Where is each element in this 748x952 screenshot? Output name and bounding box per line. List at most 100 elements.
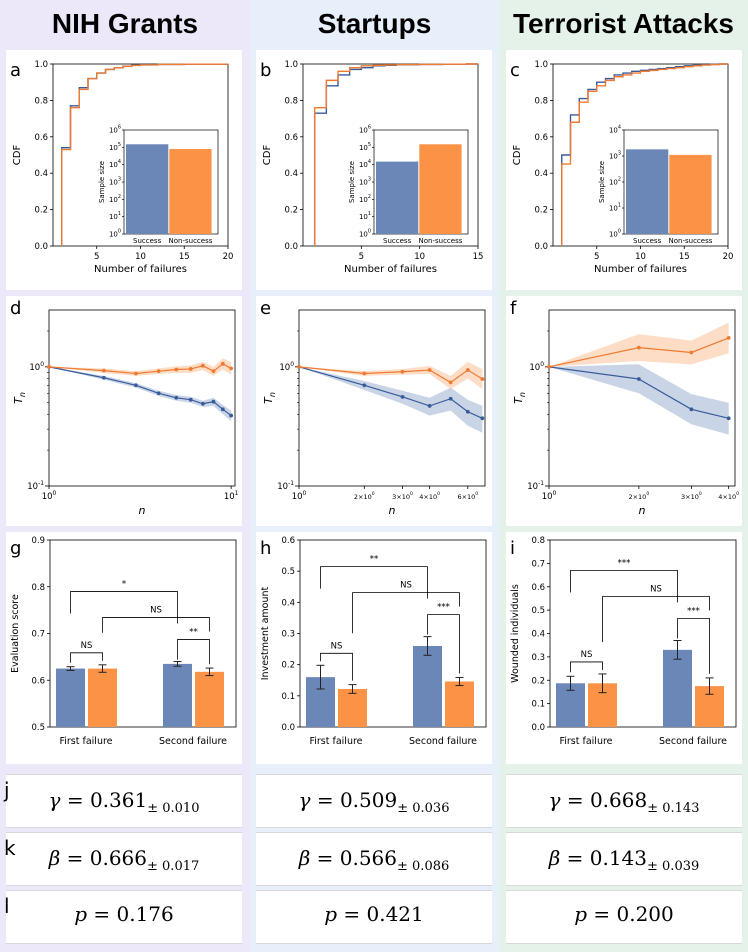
bar-success (413, 645, 442, 727)
cdf-series-nonsuccess (313, 63, 478, 246)
tn-point-nonsuccess (448, 380, 453, 385)
cdf-ytick-label: 0.0 (284, 242, 298, 252)
inset-category-label: Non-success (419, 237, 463, 245)
tn-point-nonsuccess (201, 363, 205, 368)
tn-ytick-label: 10-1 (277, 480, 294, 492)
bar-ytick-label: 0.3 (281, 630, 295, 640)
tn-point-nonsuccess (211, 369, 216, 374)
p-value-terrorist: p = 0.200 (574, 902, 674, 926)
tn-ytick-label: 10-1 (27, 480, 44, 492)
inset-ytick-label: 105 (109, 142, 121, 152)
sig-bracket-nonsuccess-label: NS (400, 581, 412, 591)
tn-point-nonsuccess (362, 371, 367, 376)
tn-point-success (362, 383, 367, 388)
cdf-series-nonsuccess (61, 63, 229, 246)
sig-bracket-nonsuccess-label: NS (650, 585, 662, 595)
tn-point-nonsuccess (636, 345, 641, 350)
inset-ytick-label: 100 (109, 229, 121, 239)
inset-ytick-label: 102 (359, 194, 371, 204)
cdf-xtick-label: 5 (359, 252, 364, 262)
panel-label-c: c (510, 60, 520, 81)
tn-ytick-label: 100 (29, 361, 44, 373)
inset-category-label: Success (633, 237, 662, 245)
cdf-xtick-label: 15 (473, 252, 484, 262)
tn-line-nonsuccess (548, 337, 729, 368)
inset-ylabel: Sample size (348, 161, 356, 203)
tn-xtick-label: 100 (292, 490, 307, 502)
cdf-ytick-label: 1.0 (284, 60, 298, 70)
inset-category-label: Success (383, 237, 412, 245)
row-label-k: k (4, 836, 16, 860)
inset-bar-success (126, 144, 169, 234)
gamma-row-box-nih (6, 774, 242, 828)
cdf-xtick-label: 5 (94, 252, 99, 262)
tn-point-nonsuccess (547, 364, 551, 369)
cdf-xlabel: Number of failures (344, 264, 437, 275)
cdf-ytick-label: 0.8 (34, 96, 48, 106)
tn-point-success (229, 413, 234, 418)
bar-category-label: Second failure (409, 736, 477, 747)
cdf-ylabel: CDF (512, 145, 523, 166)
bar-ytick-label: 0.2 (531, 676, 545, 686)
bar-ytick-label: 0.3 (531, 653, 545, 663)
tn-point-success (188, 397, 193, 402)
bar-ytick-label: 0.7 (531, 559, 545, 569)
tn-point-nonsuccess (47, 364, 51, 369)
beta-value-nih: β = 0.666± 0.017 (48, 846, 200, 874)
tn-point-nonsuccess (689, 350, 694, 355)
cdf-ylabel: CDF (12, 145, 23, 166)
beta-row-box-terrorist (506, 832, 742, 886)
tn-point-nonsuccess (156, 369, 161, 374)
tn-point-nonsuccess (427, 368, 432, 372)
cdf-ytick-label: 0.2 (534, 206, 548, 216)
bar-category-label: Second failure (659, 736, 727, 747)
inset-bar-nonsuccess (169, 149, 212, 234)
gamma-value-nih: γ = 0.361± 0.010 (48, 788, 200, 816)
sig-bracket-first (70, 652, 103, 663)
bar-ytick-label: 0.4 (281, 598, 295, 608)
bar-nonsuccess (195, 671, 224, 727)
tn-point-success (134, 383, 138, 388)
tn-xtick-label: 3×100 (392, 491, 413, 501)
cdf-ylabel: CDF (262, 145, 273, 166)
column-title-nih: NIH Grants (51, 8, 199, 39)
sig-bracket-second (177, 639, 210, 665)
gamma-row-box-terrorist (506, 774, 742, 828)
sig-bracket-first (320, 652, 353, 681)
tn-ylabel: Tn (512, 392, 527, 404)
panel-label-b: b (260, 60, 272, 81)
inset-ytick-label: 100 (359, 229, 371, 239)
cdf-xtick-label: 15 (179, 252, 190, 262)
inset-ytick-label: 101 (609, 203, 621, 213)
inset-category-label: Non-success (669, 237, 713, 245)
tn-xlabel: n (639, 504, 646, 517)
tn-point-success (201, 401, 205, 406)
inset-ytick-label: 102 (609, 177, 621, 187)
tn-ylabel: Tn (12, 392, 27, 404)
tn-band-nonsuccess (549, 322, 729, 367)
cdf-xtick-label: 5 (594, 252, 599, 262)
cdf-xlabel: Number of failures (94, 264, 187, 275)
sig-bracket-first-label: NS (81, 641, 93, 651)
panel-label-a: a (10, 60, 22, 81)
bar-category-label: First failure (559, 736, 612, 747)
sig-bracket-success-label: *** (618, 559, 631, 569)
gamma-value-terrorist: γ = 0.668± 0.143 (548, 788, 700, 816)
tn-line-nonsuccess (48, 363, 232, 375)
inset-ytick-label: 104 (359, 159, 371, 169)
tn-point-nonsuccess (101, 368, 106, 373)
inset-category-label: Success (133, 237, 162, 245)
inset-ytick-label: 103 (359, 177, 371, 187)
tn-xtick-label: 2×100 (354, 491, 375, 501)
bar-ylabel: Wounded individuals (510, 584, 521, 683)
cdf-ytick-label: 0.4 (534, 169, 548, 179)
inset-category-label: Non-success (169, 237, 213, 245)
inset-ytick-label: 101 (359, 211, 371, 221)
bar-ytick-label: 0.0 (531, 723, 545, 733)
gamma-value-startups: γ = 0.509± 0.036 (298, 788, 450, 816)
p-value-nih: p = 0.176 (74, 902, 174, 926)
bar-ylabel: Investment amount (260, 586, 271, 680)
tn-point-success (211, 399, 216, 404)
panel-label-h: h (260, 538, 272, 559)
sig-bracket-success (320, 566, 428, 599)
